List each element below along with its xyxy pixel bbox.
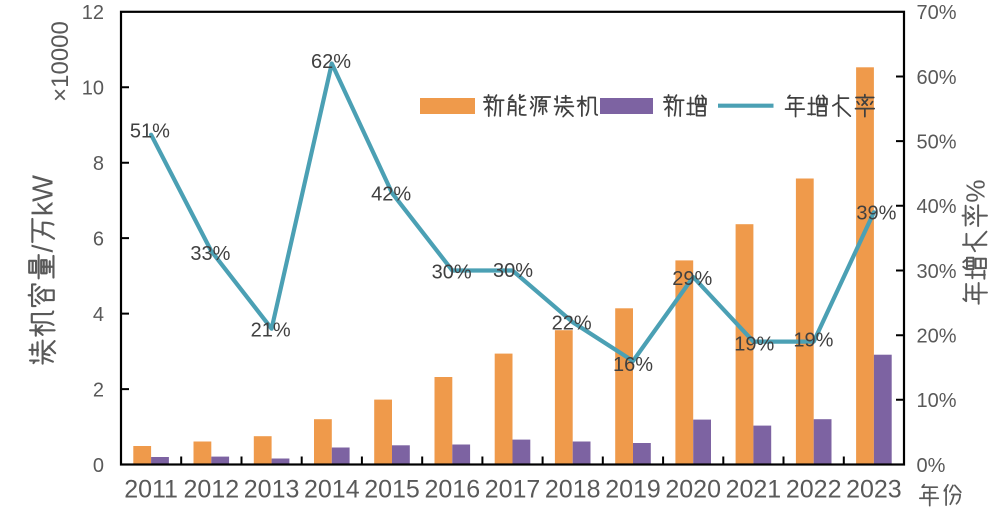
svg-text:2023: 2023 [846, 476, 902, 504]
svg-text:kW: kW [27, 175, 59, 216]
svg-text:42%: 42% [371, 183, 411, 205]
svg-text:19%: 19% [793, 329, 833, 351]
svg-text:%: % [960, 179, 990, 202]
svg-text:6: 6 [93, 228, 104, 250]
svg-text:2019: 2019 [605, 476, 661, 504]
svg-text:4: 4 [93, 304, 104, 326]
svg-text:2021: 2021 [726, 476, 782, 504]
svg-text:/: / [27, 244, 59, 252]
svg-text:0%: 0% [917, 455, 946, 477]
svg-text:21%: 21% [251, 319, 291, 341]
svg-text:40%: 40% [917, 196, 957, 218]
svg-text:70%: 70% [917, 2, 957, 24]
svg-text:×10000: ×10000 [47, 21, 74, 102]
svg-text:2012: 2012 [183, 476, 239, 504]
svg-text:29%: 29% [672, 268, 712, 290]
svg-text:2017: 2017 [485, 476, 541, 504]
svg-text:8: 8 [93, 153, 104, 175]
svg-text:2016: 2016 [424, 476, 480, 504]
svg-text:2013: 2013 [244, 476, 300, 504]
svg-text:30%: 30% [432, 261, 472, 283]
svg-text:62%: 62% [311, 51, 351, 73]
svg-text:10: 10 [82, 78, 104, 100]
svg-text:2020: 2020 [665, 476, 721, 504]
svg-text:19%: 19% [734, 334, 774, 356]
svg-text:16%: 16% [613, 354, 653, 376]
svg-text:2011: 2011 [124, 476, 178, 504]
svg-text:30%: 30% [917, 261, 957, 283]
svg-text:2014: 2014 [304, 476, 360, 504]
svg-text:33%: 33% [190, 243, 230, 265]
svg-text:51%: 51% [130, 120, 170, 142]
svg-text:20%: 20% [917, 326, 957, 348]
svg-text:2022: 2022 [786, 476, 842, 504]
svg-text:0: 0 [93, 455, 104, 477]
svg-text:22%: 22% [552, 313, 592, 335]
svg-text:30%: 30% [493, 260, 533, 282]
svg-text:12: 12 [82, 2, 104, 24]
svg-text:50%: 50% [917, 131, 957, 153]
svg-text:60%: 60% [917, 67, 957, 89]
svg-text:10%: 10% [917, 390, 957, 412]
svg-text:2018: 2018 [545, 476, 601, 504]
svg-text:39%: 39% [856, 202, 896, 224]
svg-text:2015: 2015 [364, 476, 420, 504]
svg-text:2: 2 [93, 379, 104, 401]
